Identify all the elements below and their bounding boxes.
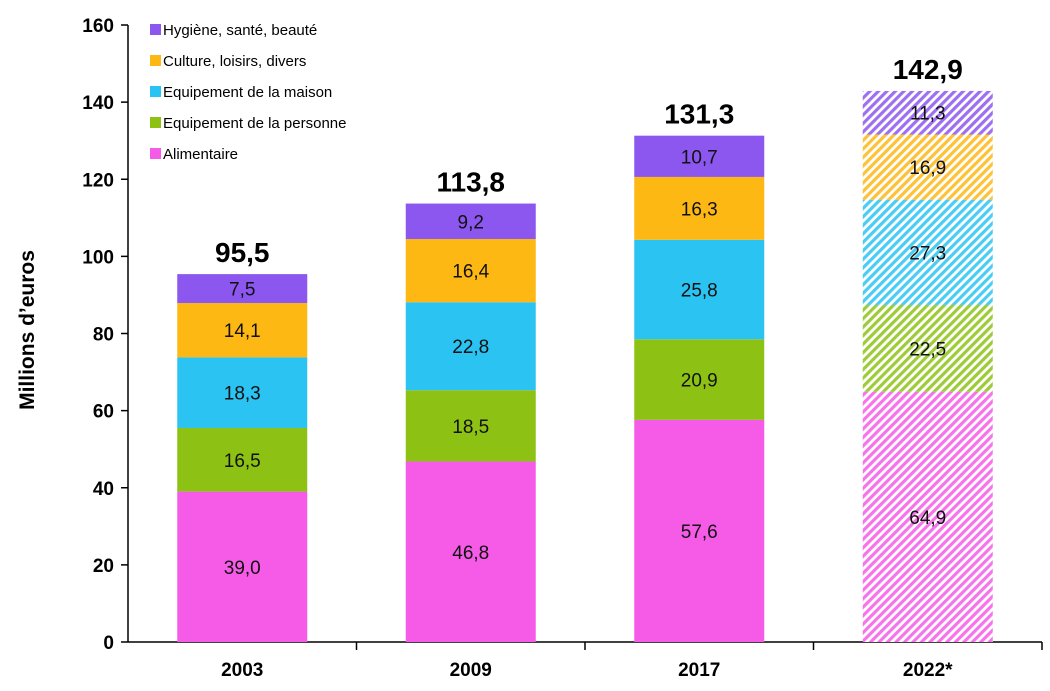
legend-swatch bbox=[150, 24, 161, 35]
y-tick-label: 140 bbox=[82, 93, 114, 114]
bar-segment bbox=[177, 357, 308, 428]
y-tick-label: 0 bbox=[103, 633, 114, 654]
y-tick-label: 120 bbox=[82, 170, 114, 191]
x-tick-label: 2009 bbox=[450, 660, 492, 681]
legend-swatch bbox=[150, 86, 161, 97]
bar-segment bbox=[862, 90, 993, 135]
total-label: 95,5 bbox=[215, 237, 270, 268]
data-label: 20,9 bbox=[681, 371, 718, 392]
data-label: 16,5 bbox=[224, 451, 261, 472]
y-tick-label: 80 bbox=[93, 325, 114, 346]
total-label: 131,3 bbox=[664, 99, 734, 130]
x-tick-label: 2022* bbox=[903, 660, 953, 681]
legend-label: Equipement de la personne bbox=[163, 115, 346, 132]
bar-segment bbox=[862, 134, 993, 200]
data-label: 64,9 bbox=[909, 508, 946, 529]
bar-segment bbox=[634, 419, 765, 642]
bars bbox=[177, 90, 993, 642]
legend-swatch bbox=[150, 117, 161, 128]
axes: 0 20 40 60 80 100 120 140 160 2003 2009 2017 2022* bbox=[82, 16, 1043, 681]
y-tick-label: 60 bbox=[93, 402, 114, 423]
bar-segment bbox=[634, 339, 765, 420]
total-label: 113,8 bbox=[436, 167, 505, 198]
bar-segment bbox=[634, 176, 765, 240]
bar-segment bbox=[634, 239, 765, 340]
data-label: 16,9 bbox=[909, 158, 946, 179]
bar-segment bbox=[177, 491, 308, 642]
y-axis-label: Millions d’euros bbox=[16, 250, 39, 410]
data-label: 10,7 bbox=[681, 147, 718, 168]
data-label: 46,8 bbox=[452, 543, 489, 564]
data-label: 18,3 bbox=[224, 384, 261, 405]
bar-segment bbox=[862, 391, 993, 642]
legend: Hygiène, santé, beauté Culture, loisirs, … bbox=[150, 22, 346, 163]
y-tick-label: 20 bbox=[93, 556, 114, 577]
data-label: 22,5 bbox=[909, 339, 946, 360]
bar-segment bbox=[862, 199, 993, 305]
bar-labels: 39,0 16,5 18,3 14,1 7,5 95,5 46,8 18,5 22,8 16,4 9… bbox=[215, 54, 963, 579]
data-label: 57,6 bbox=[681, 522, 718, 543]
bar-segment bbox=[862, 304, 993, 392]
data-label: 39,0 bbox=[224, 558, 261, 579]
data-label: 7,5 bbox=[229, 280, 255, 301]
bar-segment bbox=[405, 239, 536, 303]
legend-label: Alimentaire bbox=[163, 146, 238, 163]
y-tick-label: 160 bbox=[82, 16, 114, 37]
bar-segment bbox=[405, 203, 536, 240]
x-tick-label: 2003 bbox=[221, 660, 263, 681]
y-tick-label: 100 bbox=[82, 247, 114, 268]
legend-label: Equipement de la maison bbox=[163, 84, 332, 101]
data-label: 16,4 bbox=[452, 262, 489, 283]
x-tick-label: 2017 bbox=[678, 660, 720, 681]
data-label: 25,8 bbox=[681, 281, 718, 302]
legend-swatch bbox=[150, 55, 161, 66]
bar-segment bbox=[634, 135, 765, 177]
legend-swatch bbox=[150, 148, 161, 159]
legend-label: Culture, loisirs, divers bbox=[163, 53, 306, 70]
data-label: 18,5 bbox=[452, 417, 489, 438]
bar-segment bbox=[177, 274, 308, 304]
y-tick-label: 40 bbox=[93, 479, 114, 500]
data-label: 16,3 bbox=[681, 199, 718, 220]
bar-segment bbox=[405, 302, 536, 391]
bar-segment bbox=[405, 390, 536, 462]
bar-segment bbox=[177, 427, 308, 492]
legend-label: Hygiène, santé, beauté bbox=[163, 22, 317, 39]
data-label: 11,3 bbox=[910, 104, 946, 125]
data-label: 27,3 bbox=[909, 243, 946, 264]
bar-segment bbox=[177, 303, 308, 358]
data-label: 14,1 bbox=[224, 321, 261, 342]
data-label: 22,8 bbox=[452, 337, 489, 358]
total-label: 142,9 bbox=[893, 54, 963, 85]
data-label: 9,2 bbox=[458, 212, 484, 233]
bar-segment bbox=[405, 461, 536, 642]
